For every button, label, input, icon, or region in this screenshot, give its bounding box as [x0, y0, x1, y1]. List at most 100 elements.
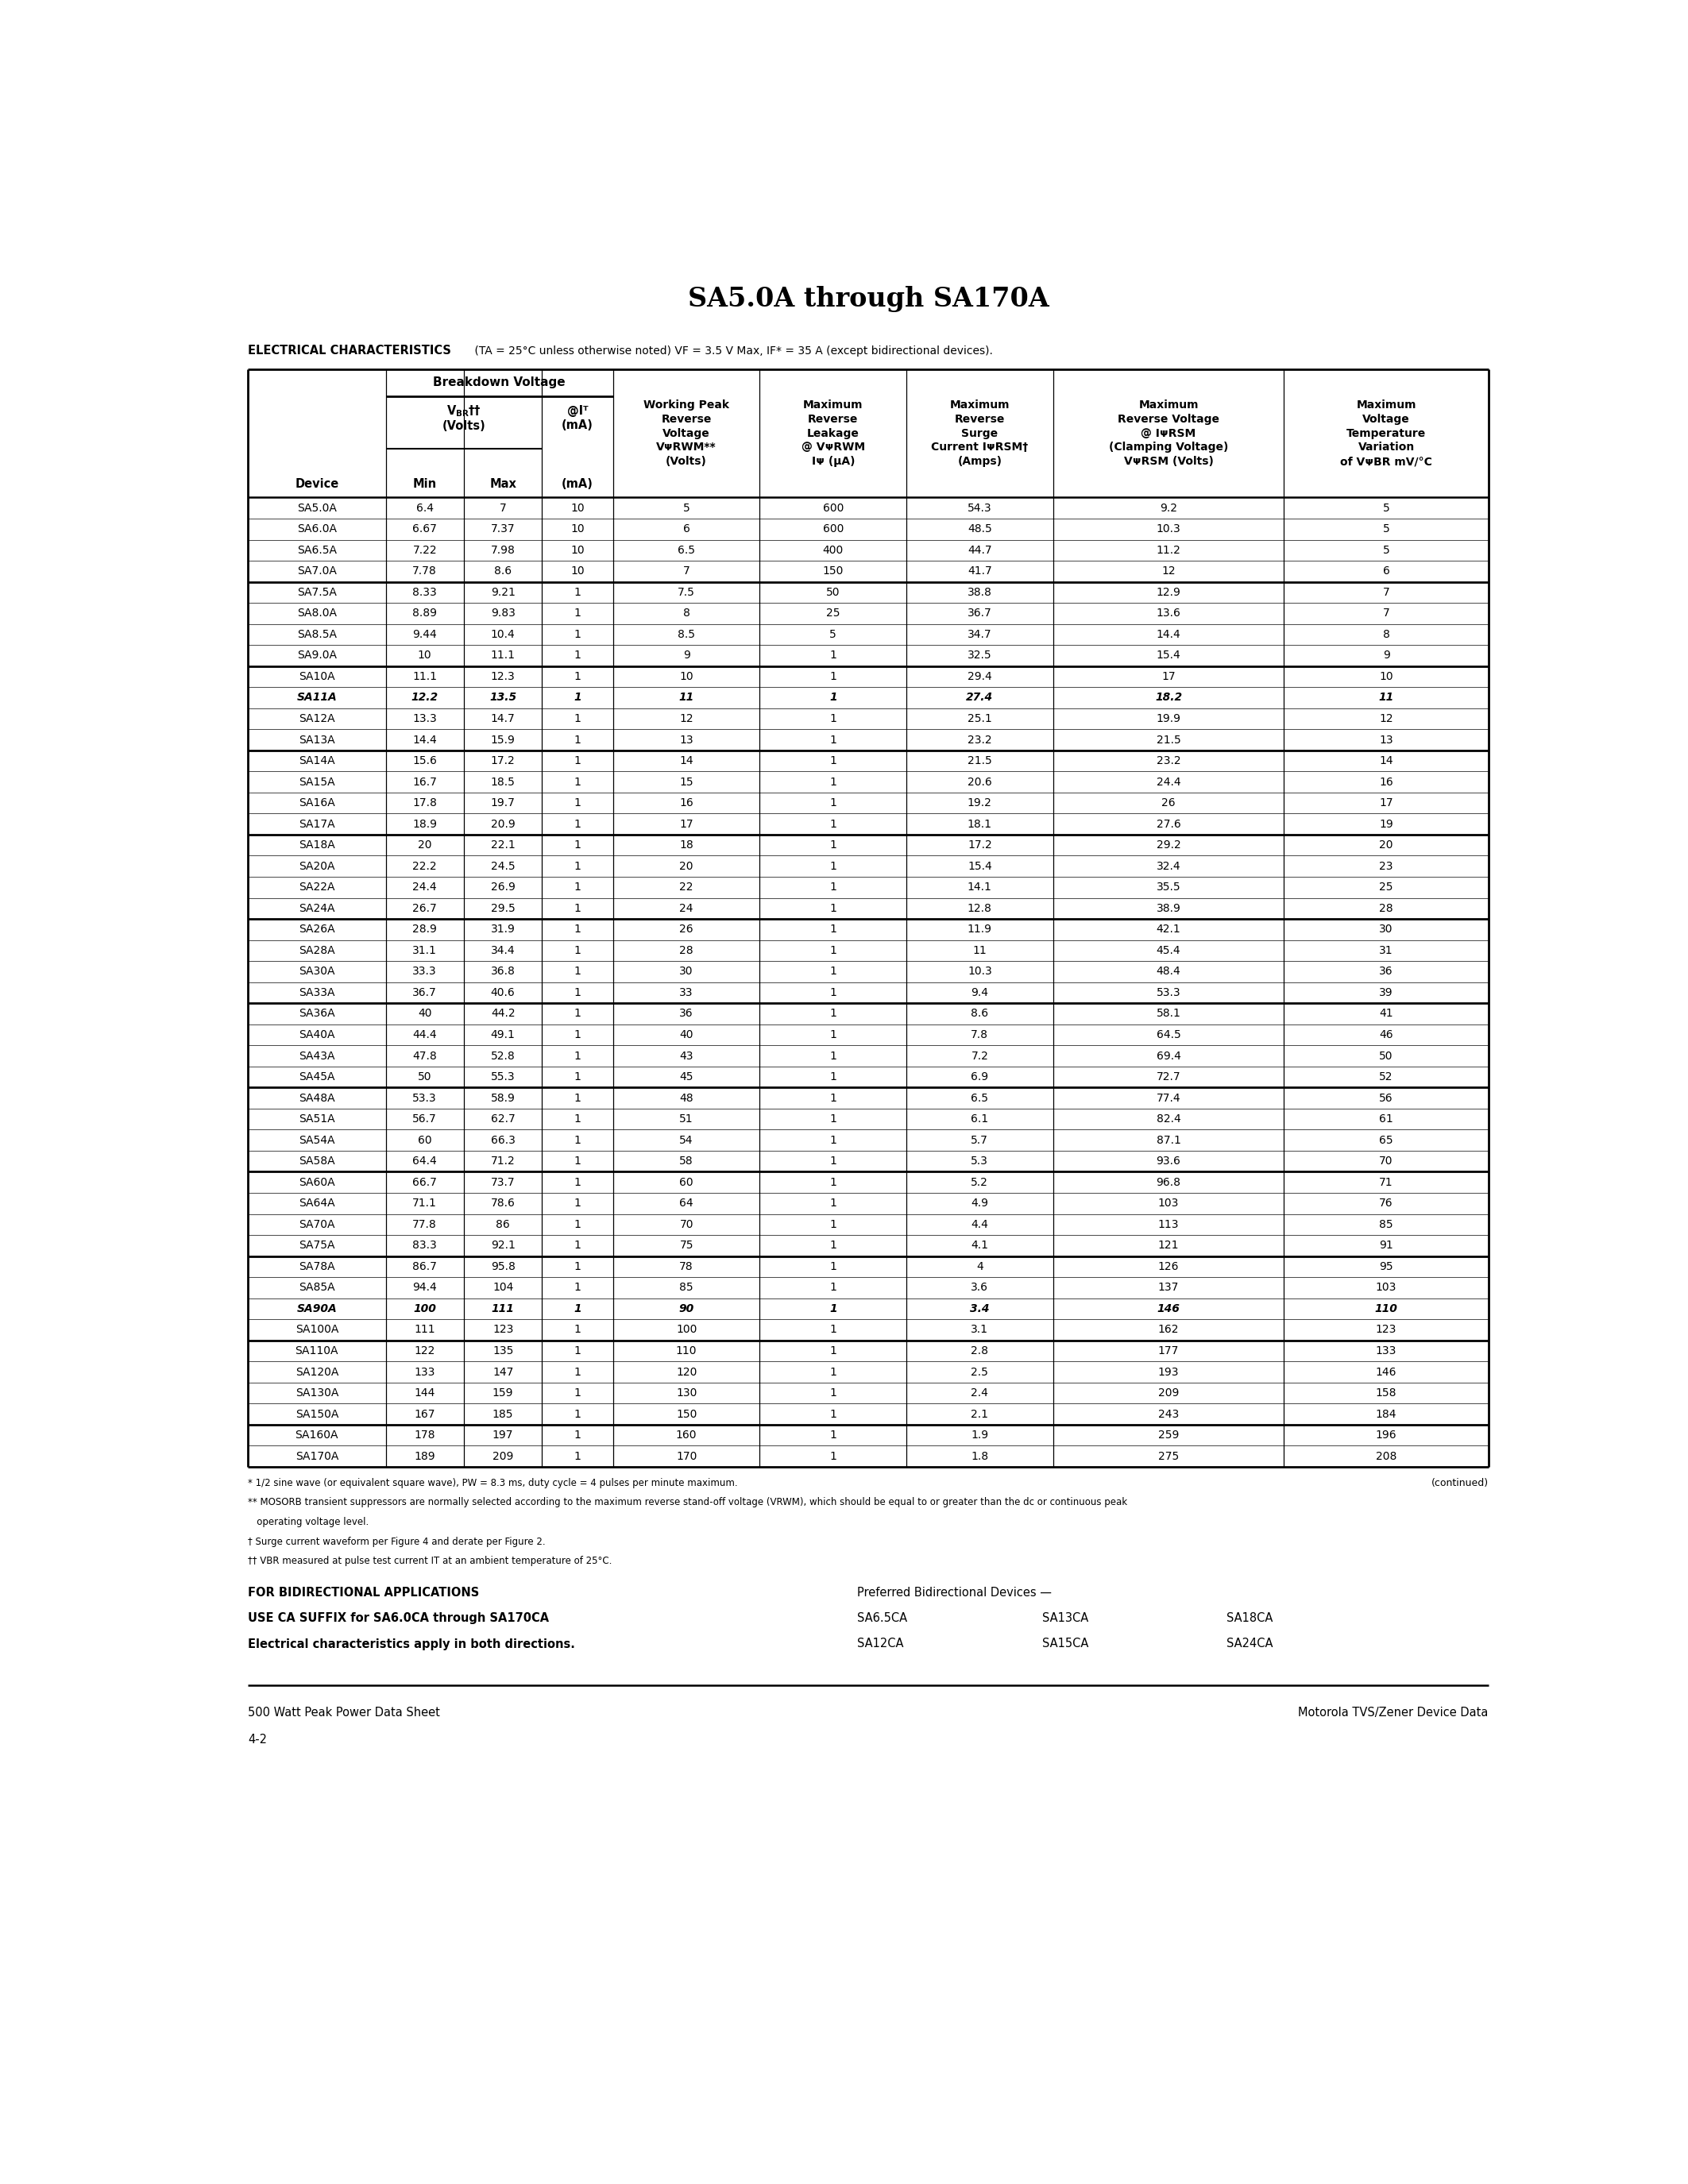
Text: 1: 1: [574, 965, 581, 976]
Text: 1: 1: [829, 819, 837, 830]
Text: 7: 7: [684, 566, 690, 577]
Text: SA9.0A: SA9.0A: [297, 651, 336, 662]
Text: 1: 1: [829, 1409, 837, 1420]
Text: 1: 1: [574, 756, 581, 767]
Text: 7: 7: [1382, 587, 1389, 598]
Text: SA6.5A: SA6.5A: [297, 544, 336, 555]
Text: 2.8: 2.8: [971, 1345, 989, 1356]
Text: 11.9: 11.9: [967, 924, 993, 935]
Text: 25: 25: [1379, 882, 1393, 893]
Text: Preferred Bidirectional Devices —: Preferred Bidirectional Devices —: [858, 1586, 1052, 1599]
Text: 77.4: 77.4: [1156, 1092, 1180, 1103]
Text: 40: 40: [680, 1029, 694, 1040]
Text: 55.3: 55.3: [491, 1072, 515, 1083]
Text: 35.5: 35.5: [1156, 882, 1180, 893]
Text: 28: 28: [1379, 902, 1393, 913]
Text: 12.2: 12.2: [412, 692, 439, 703]
Text: 8.33: 8.33: [412, 587, 437, 598]
Text: 184: 184: [1376, 1409, 1396, 1420]
Text: 1: 1: [574, 629, 581, 640]
Text: SA100A: SA100A: [295, 1324, 338, 1334]
Text: SA60A: SA60A: [299, 1177, 334, 1188]
Text: 1: 1: [829, 1450, 837, 1461]
Text: 14.4: 14.4: [412, 734, 437, 745]
Text: 100: 100: [414, 1304, 436, 1315]
Text: SA78A: SA78A: [299, 1260, 334, 1271]
Text: SA48A: SA48A: [299, 1092, 334, 1103]
Text: 1: 1: [574, 1072, 581, 1083]
Text: 18.5: 18.5: [491, 778, 515, 788]
Text: 177: 177: [1158, 1345, 1178, 1356]
Text: 9.21: 9.21: [491, 587, 515, 598]
Text: 21.5: 21.5: [967, 756, 993, 767]
Text: 76: 76: [1379, 1197, 1393, 1210]
Text: 60: 60: [680, 1177, 694, 1188]
Text: 160: 160: [675, 1431, 697, 1441]
Text: Min: Min: [414, 478, 437, 489]
Text: 53.3: 53.3: [1156, 987, 1180, 998]
Text: 17.2: 17.2: [967, 839, 993, 852]
Text: 11.1: 11.1: [412, 670, 437, 681]
Text: 26: 26: [680, 924, 694, 935]
Text: 10.3: 10.3: [1156, 524, 1180, 535]
Text: 1: 1: [574, 860, 581, 871]
Text: SA90A: SA90A: [297, 1304, 338, 1315]
Text: SA40A: SA40A: [299, 1029, 334, 1040]
Text: Electrical characteristics apply in both directions.: Electrical characteristics apply in both…: [248, 1638, 576, 1649]
Text: 7: 7: [500, 502, 506, 513]
Text: 1: 1: [829, 1241, 837, 1251]
Text: 1: 1: [829, 797, 837, 808]
Text: 19.7: 19.7: [491, 797, 515, 808]
Text: SA26A: SA26A: [299, 924, 334, 935]
Text: 1: 1: [829, 860, 837, 871]
Text: 15.9: 15.9: [491, 734, 515, 745]
Text: 70: 70: [680, 1219, 694, 1230]
Text: 29.4: 29.4: [967, 670, 993, 681]
Text: 5.7: 5.7: [971, 1136, 989, 1147]
Text: 26.7: 26.7: [412, 902, 437, 913]
Text: 1: 1: [574, 882, 581, 893]
Text: 21.5: 21.5: [1156, 734, 1180, 745]
Text: 20.9: 20.9: [491, 819, 515, 830]
Text: 10: 10: [571, 566, 584, 577]
Text: 19: 19: [1379, 819, 1393, 830]
Text: 7.37: 7.37: [491, 524, 515, 535]
Text: 209: 209: [493, 1450, 513, 1461]
Text: 4: 4: [976, 1260, 982, 1271]
Text: 9: 9: [684, 651, 690, 662]
Text: 45: 45: [680, 1072, 694, 1083]
Text: SA43A: SA43A: [299, 1051, 334, 1061]
Text: 1: 1: [829, 946, 837, 957]
Text: 90: 90: [679, 1304, 694, 1315]
Text: 47.8: 47.8: [412, 1051, 437, 1061]
Text: Maximum
Voltage
Temperature
Variation
of VᴪBR mV/°C: Maximum Voltage Temperature Variation of…: [1340, 400, 1431, 467]
Text: 33.3: 33.3: [412, 965, 437, 976]
Text: 9.4: 9.4: [971, 987, 989, 998]
Text: 17: 17: [680, 819, 694, 830]
Text: 7.78: 7.78: [412, 566, 437, 577]
Text: 48: 48: [680, 1092, 694, 1103]
Text: 137: 137: [1158, 1282, 1178, 1293]
Text: 8.6: 8.6: [971, 1009, 989, 1020]
Text: SA13A: SA13A: [299, 734, 334, 745]
Text: 19.9: 19.9: [1156, 714, 1182, 725]
Text: SA6.0A: SA6.0A: [297, 524, 336, 535]
Text: 1: 1: [829, 839, 837, 852]
Text: 19.2: 19.2: [967, 797, 993, 808]
Text: 4.4: 4.4: [971, 1219, 989, 1230]
Text: Max: Max: [490, 478, 517, 489]
Text: 1: 1: [829, 1387, 837, 1398]
Text: 44.2: 44.2: [491, 1009, 515, 1020]
Text: 96.8: 96.8: [1156, 1177, 1182, 1188]
Text: SA7.0A: SA7.0A: [297, 566, 336, 577]
Text: 10.4: 10.4: [491, 629, 515, 640]
Text: 8: 8: [684, 607, 690, 618]
Text: 8.5: 8.5: [677, 629, 695, 640]
Text: 86: 86: [496, 1219, 510, 1230]
Text: 64.4: 64.4: [412, 1155, 437, 1166]
Text: 3.6: 3.6: [971, 1282, 989, 1293]
Text: 46: 46: [1379, 1029, 1393, 1040]
Text: 75: 75: [680, 1241, 694, 1251]
Text: 1: 1: [829, 714, 837, 725]
Text: (mA): (mA): [562, 478, 594, 489]
